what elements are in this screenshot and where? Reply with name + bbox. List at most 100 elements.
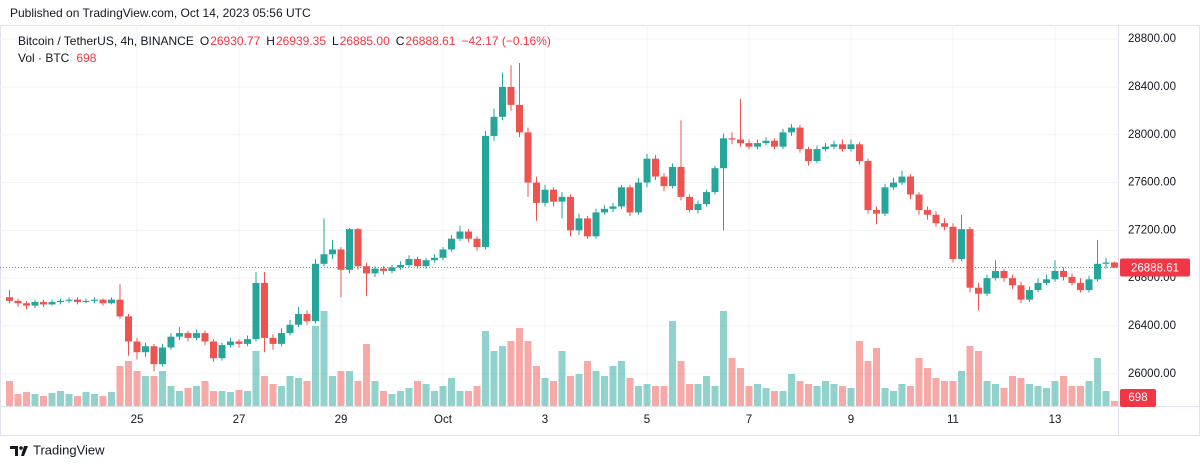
volume-bar — [176, 391, 183, 406]
candle-body — [915, 194, 923, 211]
last-price-badge — [1120, 258, 1190, 277]
brand-logo — [10, 446, 28, 456]
volume-bar — [992, 384, 999, 406]
candle-body — [847, 144, 855, 150]
volume-bar — [584, 361, 591, 406]
volume-bar — [941, 381, 948, 406]
candle-body — [210, 341, 217, 359]
candle-body — [660, 176, 668, 187]
volume-bar — [490, 351, 498, 406]
candle-body — [422, 260, 430, 267]
volume-bar — [252, 351, 260, 406]
candle-body — [737, 139, 744, 144]
candle-body — [448, 238, 455, 250]
candle-body — [303, 313, 311, 322]
ohlc-value: 26939.35 — [276, 34, 326, 48]
candle-body — [1043, 279, 1050, 283]
candle-body — [439, 249, 447, 258]
ohlc-key: C — [396, 34, 405, 48]
candle-body — [762, 140, 770, 144]
volume-bar — [142, 376, 149, 406]
candle-body — [771, 140, 778, 147]
candle-body — [516, 104, 523, 133]
candle-body — [584, 218, 591, 237]
volume-bar — [6, 381, 13, 406]
candle-body — [669, 167, 676, 187]
candle-body — [218, 345, 226, 359]
candle-body — [499, 86, 506, 117]
volume-bar — [915, 358, 923, 406]
candle-body — [907, 176, 914, 195]
volume-bar — [949, 381, 957, 406]
volume-bar — [533, 366, 540, 406]
volume-bar — [830, 384, 838, 406]
candle-body — [414, 259, 421, 267]
volume-bar — [312, 326, 319, 406]
candle-body — [320, 254, 328, 264]
volume-bar — [609, 366, 617, 406]
volume-bar — [278, 386, 285, 406]
candle-body — [567, 196, 574, 231]
candle-body — [252, 282, 260, 340]
candle-body — [796, 127, 804, 150]
volume-bar — [762, 388, 770, 406]
volume-bar — [652, 386, 659, 406]
volume-bar — [516, 328, 523, 406]
volume-bar — [431, 391, 438, 406]
candle-body — [482, 135, 489, 248]
volume-bar — [720, 311, 727, 406]
candle-body — [932, 214, 940, 224]
volume-bar — [507, 341, 515, 406]
volume-bar — [796, 381, 804, 406]
candle-body — [507, 86, 515, 105]
volume-bar — [805, 384, 812, 406]
volume-bar — [227, 392, 234, 406]
x-tick-label: 29 — [335, 414, 348, 426]
volume-bar — [14, 394, 22, 406]
candle-body — [397, 264, 404, 268]
candle-body — [176, 333, 183, 337]
candle-body — [346, 229, 353, 270]
candle-body — [159, 347, 166, 365]
candle-body — [745, 143, 753, 147]
volume-bar — [465, 391, 472, 406]
volume-bar — [1094, 358, 1101, 406]
last-volume-label: 698 — [1128, 392, 1147, 404]
volume-bar — [1000, 388, 1008, 406]
candle-body — [541, 189, 549, 203]
volume-bar — [558, 351, 566, 406]
y-tick-label: 27200.00 — [1128, 224, 1176, 236]
last-volume-badge — [1120, 389, 1156, 407]
candle-body — [983, 278, 991, 294]
y-tick-label: 27600.00 — [1128, 177, 1176, 189]
x-tick-label: 13 — [1049, 414, 1062, 426]
candle-body — [813, 149, 821, 162]
volume-bar — [48, 393, 56, 406]
volume-bar — [618, 361, 625, 406]
volume-bar — [448, 378, 455, 406]
candle-body — [23, 303, 30, 306]
volume-bar — [91, 394, 98, 406]
volume-bar — [966, 346, 974, 406]
candle-body — [473, 238, 481, 248]
volume-bar — [592, 371, 600, 406]
candle-body — [1000, 270, 1008, 279]
volume-bar — [303, 381, 311, 406]
volume-bar — [1060, 376, 1067, 406]
volume-bar — [167, 386, 175, 406]
volume-bar — [235, 390, 243, 406]
volume-bar — [839, 386, 846, 406]
candle-body — [142, 346, 149, 353]
candle-body — [1111, 262, 1118, 268]
volume-bar — [788, 374, 795, 406]
volume-bar — [881, 388, 889, 406]
last-price-label: 26888.61 — [1131, 263, 1179, 275]
ohlc-key: O — [200, 34, 209, 48]
candle-body — [1068, 276, 1076, 283]
volume-bar — [422, 384, 430, 406]
candle-body — [754, 143, 761, 147]
candle-body — [465, 231, 472, 239]
volume-bar — [414, 381, 421, 406]
volume-bar — [82, 392, 90, 406]
